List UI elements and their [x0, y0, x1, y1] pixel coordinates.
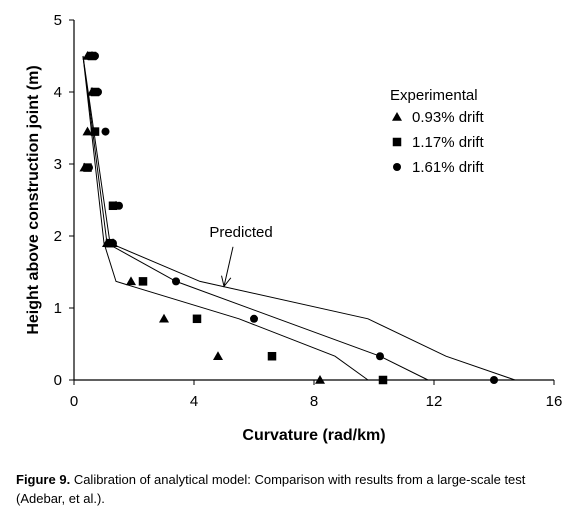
data-point-circle	[94, 88, 102, 96]
data-point-circle	[376, 352, 384, 361]
figure-caption: Figure 9. Calibration of analytical mode…	[16, 470, 561, 508]
data-point-square	[138, 277, 148, 286]
legend-marker-square	[392, 137, 402, 147]
caption-text: Calibration of analytical model: Compari…	[16, 472, 526, 506]
predicted-line	[82, 55, 369, 381]
data-point-triangle	[82, 126, 93, 136]
annotation-arrow-head	[221, 275, 232, 288]
data-point-circle	[115, 201, 123, 210]
data-point-square	[108, 201, 118, 211]
data-point-square	[90, 127, 100, 136]
y-tick-label: 2	[54, 228, 62, 245]
annotation-arrow-shaft	[223, 246, 234, 287]
data-point-square	[192, 314, 202, 324]
x-tick-label: 16	[546, 393, 563, 410]
x-axis-title: Curvature (rad/km)	[242, 427, 385, 444]
annotation-label: Predicted	[209, 224, 272, 241]
legend-marker-triangle	[392, 112, 402, 121]
predicted-annotation: Predicted	[209, 224, 273, 288]
data-point-circle	[101, 127, 110, 136]
data-point-circle	[85, 163, 93, 172]
predicted-line	[82, 55, 429, 381]
data-point-circle	[109, 239, 117, 248]
legend: Experimental 0.93% drift 1.17% drift 1.61% …	[390, 87, 485, 176]
data-point-square	[267, 351, 277, 361]
y-tick-label: 4	[54, 84, 62, 101]
legend-label: 1.61% drift	[412, 159, 485, 176]
y-tick-label: 0	[54, 372, 62, 389]
x-tick-label: 8	[310, 393, 318, 410]
x-tick-label: 0	[70, 393, 78, 410]
legend-label: 0.93% drift	[412, 109, 485, 126]
data-point-triangle	[213, 351, 223, 360]
caption-lead: Figure 9.	[16, 472, 71, 487]
y-axis-title: Height above construction joint (m)	[25, 65, 42, 334]
data-point-circle	[91, 52, 99, 60]
legend-label: 1.17% drift	[412, 134, 485, 151]
y-tick-label: 1	[54, 300, 62, 317]
data-point-triangle	[315, 375, 325, 384]
predicted-line	[82, 55, 516, 381]
legend-title: Experimental	[390, 87, 478, 104]
x-tick-label: 4	[190, 393, 198, 410]
x-tick-label: 12	[426, 393, 443, 410]
y-tick-label: 3	[54, 156, 62, 173]
data-point-square	[378, 375, 388, 385]
predicted-lines	[82, 55, 516, 381]
data-point-triangle	[126, 276, 136, 286]
data-markers	[79, 51, 498, 385]
y-tick-label: 5	[54, 12, 62, 29]
data-point-circle	[490, 376, 498, 384]
data-point-circle	[250, 314, 258, 323]
data-point-circle	[172, 277, 180, 286]
legend-marker-circle	[393, 163, 401, 171]
data-point-triangle	[159, 313, 169, 323]
